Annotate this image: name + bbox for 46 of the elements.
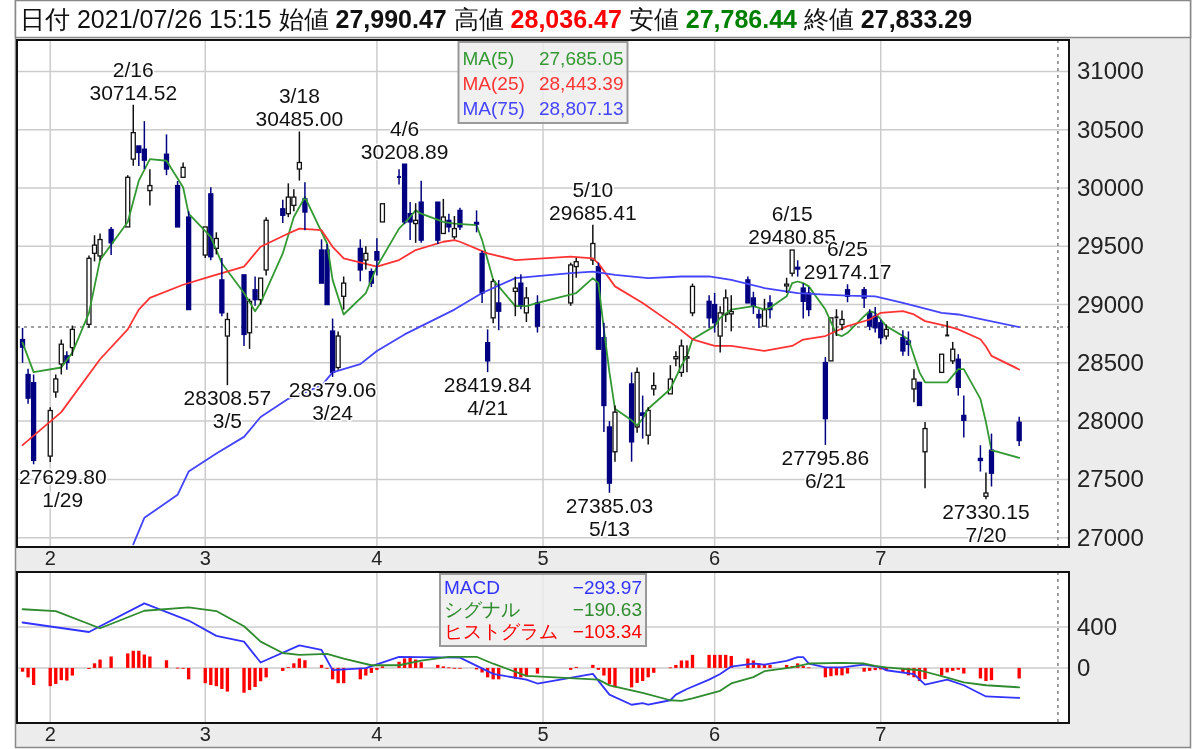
y-tick-label: 400 [1077, 613, 1118, 641]
text: MACD [444, 577, 500, 598]
y-tick-label: 0 [1077, 653, 1091, 681]
y-tick-label: 28500 [1077, 348, 1144, 376]
x-tick-label: 4 [371, 723, 383, 745]
series-label: シグナル [444, 599, 520, 620]
annotation: 27385.03 5/13 [565, 493, 654, 540]
chart-title: 日付 2021/07/26 15:15 始値 27,990.47 高値 28,036.47 安値 27,786.44 終値 27,833.29 [20, 5, 973, 33]
y-tick-label: 28000 [1077, 407, 1144, 435]
annotation: −103.34 [572, 621, 643, 642]
x-tick-label: 3 [199, 723, 211, 745]
annotation: 27795.86 6/21 [781, 445, 870, 492]
x-tick-label: 4 [371, 547, 383, 569]
annotation: 28,807.13 [538, 98, 624, 119]
y-tick-label: 30000 [1077, 174, 1144, 202]
y-tick-label: 29500 [1077, 232, 1144, 260]
annotation: 5/10 29685.41 [549, 177, 637, 224]
x-tick-label: 5 [537, 723, 549, 745]
y-tick-label: 31000 [1077, 57, 1144, 85]
series-label: ヒストグラム [444, 621, 558, 642]
annotation: 4/6 30208.89 [360, 116, 449, 163]
annotation: 27,685.05 [538, 48, 624, 69]
y-tick-label: 29000 [1077, 290, 1144, 318]
x-tick-label: 7 [875, 723, 887, 745]
x-tick-label: 6 [709, 723, 721, 745]
x-tick-label: 3 [199, 547, 211, 569]
annotation: 27330.15 7/20 [942, 500, 1030, 547]
x-tick-label: 2 [44, 547, 56, 569]
text: MA(75) [462, 98, 525, 119]
text: MA(25) [462, 73, 525, 94]
y-tick-label: 27500 [1077, 465, 1144, 493]
annotation: 3/18 30485.00 [255, 84, 344, 131]
annotation: 28308.57 3/5 [183, 386, 272, 433]
annotation: −190.63 [572, 599, 642, 620]
x-tick-label: 7 [875, 547, 887, 569]
text: MA(5) [462, 48, 515, 69]
annotation: 27629.80 1/29 [19, 465, 107, 512]
annotation: 28,443.39 [538, 73, 624, 94]
x-tick-label: 5 [537, 547, 549, 569]
annotation: 28419.84 4/21 [443, 373, 532, 420]
annotation: 2/16 30714.52 [89, 57, 178, 104]
annotation: −293.97 [572, 577, 642, 598]
y-tick-label: 27000 [1077, 523, 1144, 551]
y-tick-label: 30500 [1077, 115, 1144, 143]
x-tick-label: 2 [44, 723, 56, 745]
x-tick-label: 6 [709, 547, 721, 569]
